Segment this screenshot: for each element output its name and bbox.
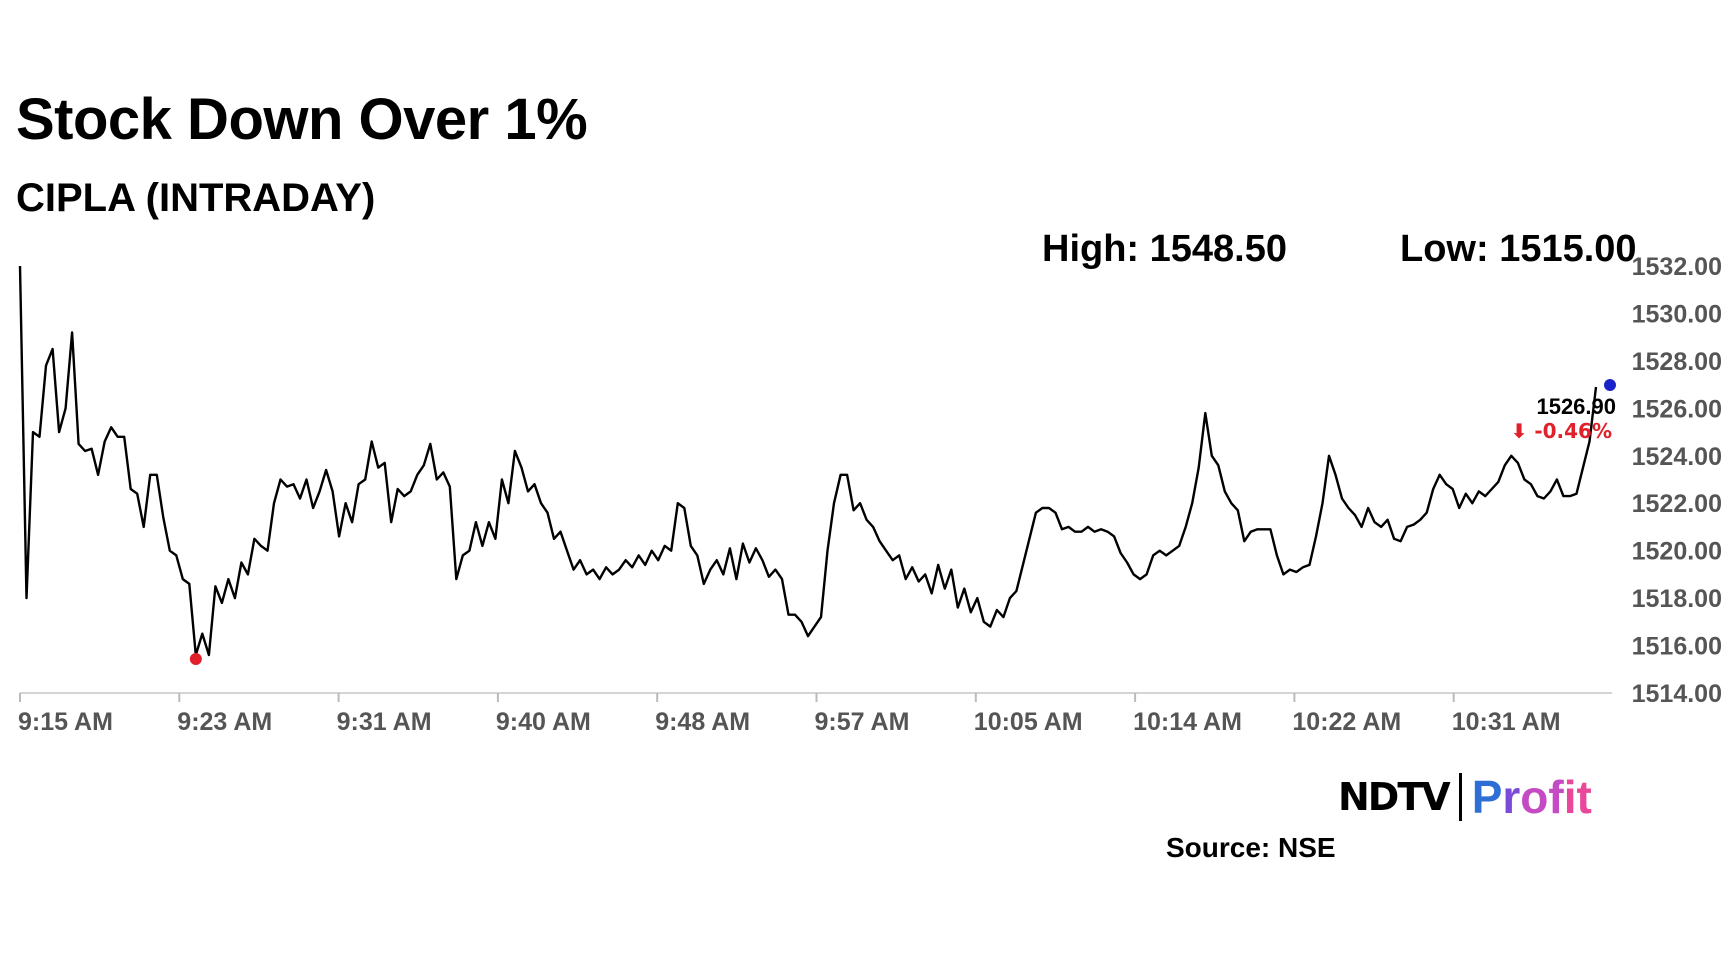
x-tick-label: 9:40 AM	[496, 708, 591, 736]
y-tick-label: 1526.00	[1632, 395, 1722, 423]
brand-divider	[1458, 773, 1462, 821]
y-tick-label: 1516.00	[1632, 633, 1722, 661]
high-label: High: 1548.50	[1042, 228, 1287, 270]
price-series-line	[18, 265, 1598, 657]
low-point-marker	[189, 653, 202, 666]
low-label: Low: 1515.00	[1400, 228, 1637, 270]
y-axis: 1514.00 1516.00 1518.00 1520.00 1522.00 1524.…	[1632, 253, 1722, 708]
y-tick-label: 1514.00	[1632, 680, 1722, 708]
brand-ndtv: NDTV	[1338, 775, 1451, 819]
x-tick-label: 9:23 AM	[177, 708, 272, 736]
y-tick-label: 1520.00	[1632, 538, 1722, 566]
x-tick-label: 10:05 AM	[974, 708, 1083, 736]
source-note: Source: NSE	[1166, 832, 1336, 863]
x-tick-label: 10:22 AM	[1292, 708, 1401, 736]
x-tick-label: 10:31 AM	[1452, 708, 1561, 736]
x-tick-label: 10:14 AM	[1133, 708, 1242, 736]
page-title: Stock Down Over 1%	[16, 87, 588, 152]
x-tick-label: 9:57 AM	[815, 708, 910, 736]
chart-subtitle: CIPLA (INTRADAY)	[16, 176, 376, 220]
change-percent-label: ⬇ -0.46%	[1511, 419, 1612, 443]
y-tick-label: 1532.00	[1632, 253, 1722, 281]
x-tick-label: 9:48 AM	[655, 708, 750, 736]
x-tick-label: 9:31 AM	[337, 708, 432, 736]
y-tick-label: 1530.00	[1632, 300, 1722, 328]
brand-logo: NDTV Profit	[1338, 770, 1592, 826]
last-point-marker	[1604, 378, 1616, 391]
y-tick-label: 1528.00	[1632, 348, 1722, 376]
last-value-label: 1526.90	[1536, 394, 1616, 419]
y-tick-label: 1524.00	[1632, 443, 1722, 471]
brand-profit: Profit	[1471, 771, 1592, 823]
x-tick-label: 9:15 AM	[18, 708, 113, 736]
y-tick-label: 1518.00	[1632, 585, 1722, 613]
x-axis: 9:15 AM 9:23 AM 9:31 AM 9:40 AM 9:48 AM 9:57 …	[18, 693, 1561, 736]
y-tick-label: 1522.00	[1632, 490, 1722, 518]
